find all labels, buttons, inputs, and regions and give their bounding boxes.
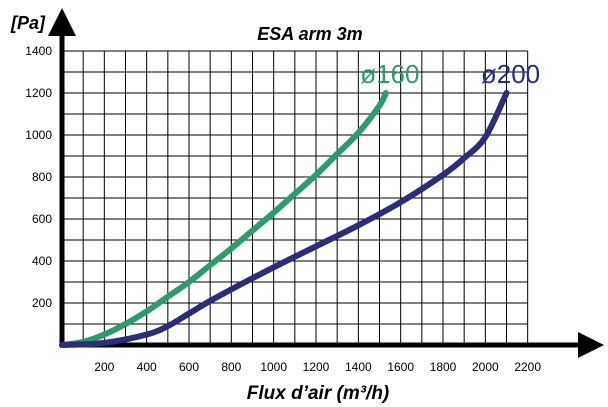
x-tick-label: 1400 <box>345 360 372 374</box>
y-tick-label: 1200 <box>25 86 52 100</box>
y-tick-label: 800 <box>32 170 52 184</box>
x-tick-label: 1000 <box>260 360 287 374</box>
series-line-d160 <box>59 90 389 348</box>
axes <box>48 8 604 358</box>
grid <box>62 50 529 345</box>
series-line-d200 <box>59 90 510 348</box>
x-tick-label: 1800 <box>430 360 457 374</box>
chart-title: ESA arm 3m <box>257 24 362 44</box>
y-tick-label: 1400 <box>25 44 52 58</box>
y-tick-label: 1000 <box>25 128 52 142</box>
x-tick-label: 1600 <box>387 360 414 374</box>
x-tick-label: 400 <box>137 360 157 374</box>
tick-labels: 200 400 600 800 1000 1200 1400 1600 1800 2000 2200… <box>25 44 541 374</box>
series: ø160 ø200 <box>59 59 540 348</box>
y-axis-label: [Pa] <box>10 13 46 33</box>
series-label: ø200 <box>481 59 540 89</box>
y-tick-label: 200 <box>32 296 52 310</box>
y-tick-label: 400 <box>32 254 52 268</box>
x-axis-arrow <box>578 332 604 358</box>
x-tick-label: 2000 <box>472 360 499 374</box>
x-tick-label: 800 <box>221 360 241 374</box>
y-axis-arrow <box>48 8 76 36</box>
series-label: ø160 <box>360 59 419 89</box>
x-tick-label: 2200 <box>514 360 541 374</box>
y-tick-label: 600 <box>32 212 52 226</box>
x-tick-label: 200 <box>94 360 114 374</box>
x-tick-label: 1200 <box>303 360 330 374</box>
x-axis-label: Flux d’air (m³/h) <box>247 383 390 404</box>
x-tick-label: 600 <box>179 360 199 374</box>
